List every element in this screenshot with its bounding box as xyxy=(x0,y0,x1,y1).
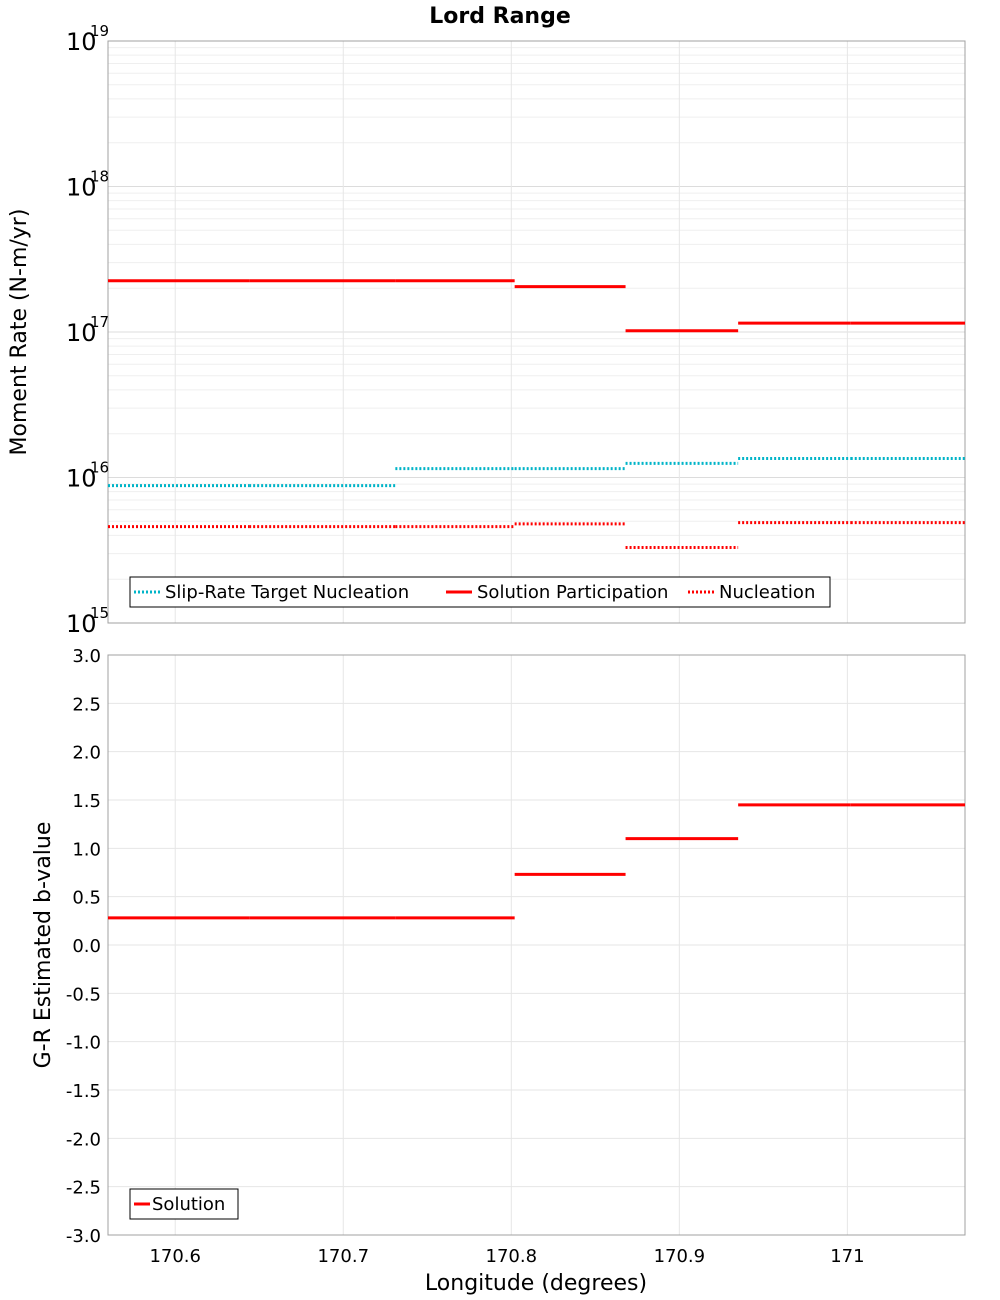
x-axis-label: Longitude (degrees) xyxy=(425,1271,647,1296)
moment-rate-legend: Slip-Rate Target Nucleation Solution Part… xyxy=(129,576,831,608)
b-value-y-tick-label: -0.5 xyxy=(66,984,101,1005)
b-value-y-tick-label: 1.5 xyxy=(72,791,101,812)
legend-box xyxy=(129,576,831,608)
x-tick-label: 171 xyxy=(830,1246,864,1267)
b-value-y-axis-label: G-R Estimated b-value xyxy=(31,822,56,1069)
y-tick-exponent: 16 xyxy=(90,459,109,477)
b-value-y-tick-label: 2.5 xyxy=(72,694,101,715)
b-value-series-solution xyxy=(108,803,965,920)
y-tick-exponent: 19 xyxy=(90,22,109,40)
chart-title: Lord Range xyxy=(429,4,571,29)
y-tick-base: 10 xyxy=(66,28,97,56)
b-value-y-tick-label: -2.0 xyxy=(66,1129,101,1150)
moment-rate-y-axis-label: Moment Rate (N-m/yr) xyxy=(7,209,32,456)
y-tick-exponent: 18 xyxy=(90,168,109,186)
x-tick-label: 170.9 xyxy=(654,1246,706,1267)
b-value-y-tick-label: 2.0 xyxy=(72,743,101,764)
y-tick-exponent: 17 xyxy=(90,313,109,331)
b-value-panel: -3.0 -2.5 -2.0 -1.5 -1.0 -0.5 0.0 0.5 1.0 1.5 2.0 2… xyxy=(31,646,966,1247)
y-tick-exponent: 15 xyxy=(90,604,109,622)
b-value-y-tick-label: 0.0 xyxy=(72,936,101,957)
y-tick-base: 10 xyxy=(66,465,97,493)
legend-entry-label: Solution xyxy=(152,1194,225,1215)
b-value-y-tick-label: 0.5 xyxy=(72,888,101,909)
x-tick-label: 170.6 xyxy=(149,1246,201,1267)
moment-rate-series-slip-rate-target-nucleation xyxy=(108,457,965,488)
y-tick-base: 10 xyxy=(66,610,97,638)
b-value-y-tick-label: 1.0 xyxy=(72,839,101,860)
x-tick-label: 170.8 xyxy=(486,1246,538,1267)
b-value-y-tick-label: -3.0 xyxy=(66,1226,101,1247)
legend-entry-label: Solution Participation xyxy=(477,582,668,603)
moment-rate-plot-frame xyxy=(107,40,966,624)
moment-rate-series-solution-participation xyxy=(108,279,965,333)
b-value-y-tick-label: -2.5 xyxy=(66,1178,101,1199)
y-tick-base: 10 xyxy=(66,174,97,202)
b-value-y-tick-label: -1.0 xyxy=(66,1033,101,1054)
moment-rate-series-nucleation xyxy=(108,521,965,550)
y-tick-base: 10 xyxy=(66,319,97,347)
b-value-legend: Solution xyxy=(129,1188,239,1220)
x-tick-label: 170.7 xyxy=(317,1246,369,1267)
b-value-plot-frame xyxy=(107,654,966,1236)
legend-entry-label: Nucleation xyxy=(719,582,815,603)
b-value-y-tick-label: 3.0 xyxy=(72,646,101,667)
legend-entry-label: Slip-Rate Target Nucleation xyxy=(165,582,409,603)
b-value-y-tick-label: -1.5 xyxy=(66,1081,101,1102)
